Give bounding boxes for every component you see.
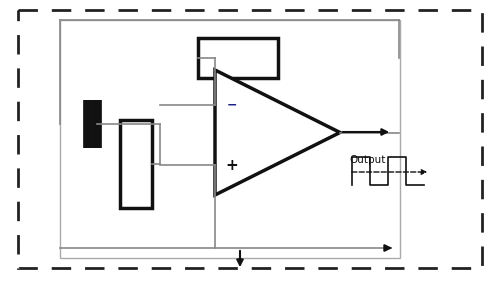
Text: +: + xyxy=(226,157,238,173)
Bar xyxy=(60,20,400,258)
Bar xyxy=(198,38,278,78)
Polygon shape xyxy=(215,70,340,195)
Bar xyxy=(120,120,152,208)
Text: −: − xyxy=(227,99,237,112)
Text: Output: Output xyxy=(349,155,386,165)
